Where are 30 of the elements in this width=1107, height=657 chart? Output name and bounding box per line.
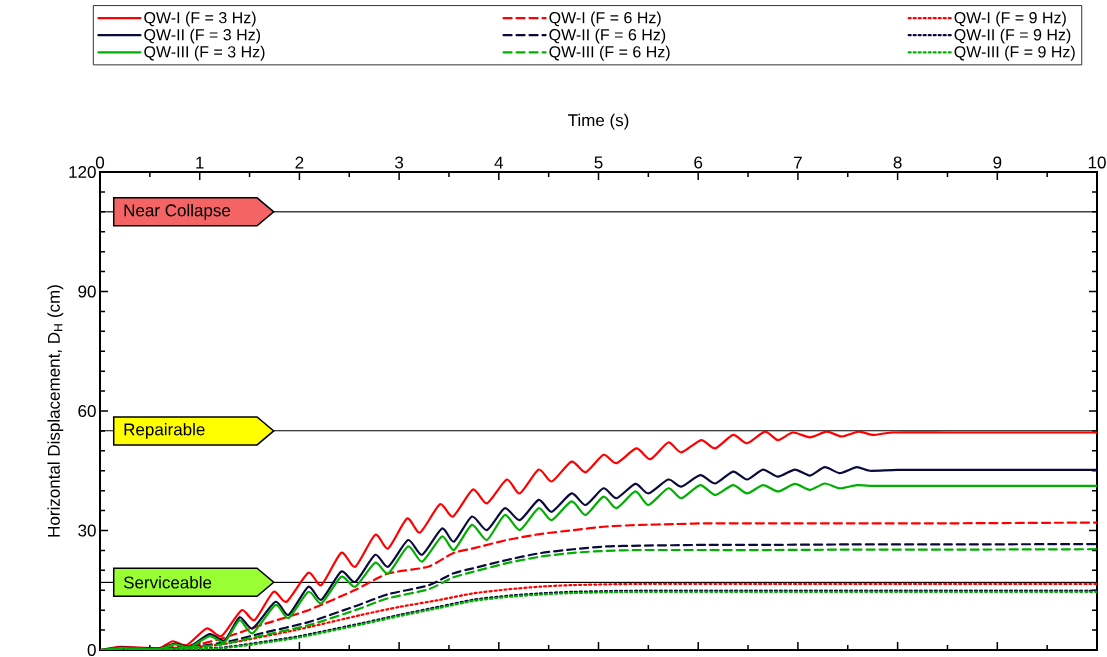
x-tick-label: 1	[196, 156, 204, 169]
x-tick-label: 0	[95, 156, 105, 169]
legend-label: QW-II (F = 3 Hz)	[144, 28, 261, 44]
x-tick-label: 3	[395, 156, 404, 169]
legend-label: QW-II (F = 6 Hz)	[549, 28, 666, 44]
legend-label: QW-III (F = 3 Hz)	[144, 45, 265, 61]
legend-label: QW-I (F = 3 Hz)	[144, 11, 256, 27]
x-tick-label: 4	[494, 156, 504, 169]
y-tick-label: 30	[78, 524, 96, 537]
legend-label: QW-I (F = 9 Hz)	[954, 11, 1066, 27]
x-tick-label: 7	[794, 156, 802, 169]
ref-line-label: Near Collapse	[124, 203, 231, 220]
ref-line-label: Repairable	[124, 423, 205, 439]
x-tick-label: 10	[1088, 156, 1106, 169]
x-tick-label: 6	[694, 156, 703, 169]
legend-label: QW-II (F = 9 Hz)	[954, 28, 1071, 44]
ref-line-label: Serviceable	[123, 576, 212, 589]
legend-label: QW-III (F = 6 Hz)	[549, 45, 670, 61]
legend-label: QW-I (F = 6 Hz)	[549, 11, 661, 27]
x-tick-label: 9	[993, 156, 1002, 169]
y-tick-label: 90	[78, 285, 96, 298]
x-tick-label: 2	[295, 156, 304, 169]
x-tick-label: 8	[893, 156, 902, 169]
y-tick-label: 60	[78, 404, 96, 418]
y-axis-title: Horizontal Displacement, D$_{H}$ (cm)	[47, 285, 64, 537]
y-tick-label: 120	[69, 165, 96, 179]
x-tick-label: 5	[594, 156, 603, 169]
x-axis-title: Time (s)	[568, 113, 629, 130]
y-tick-label: 0	[87, 643, 96, 657]
legend-label: QW-III (F = 9 Hz)	[954, 45, 1075, 61]
